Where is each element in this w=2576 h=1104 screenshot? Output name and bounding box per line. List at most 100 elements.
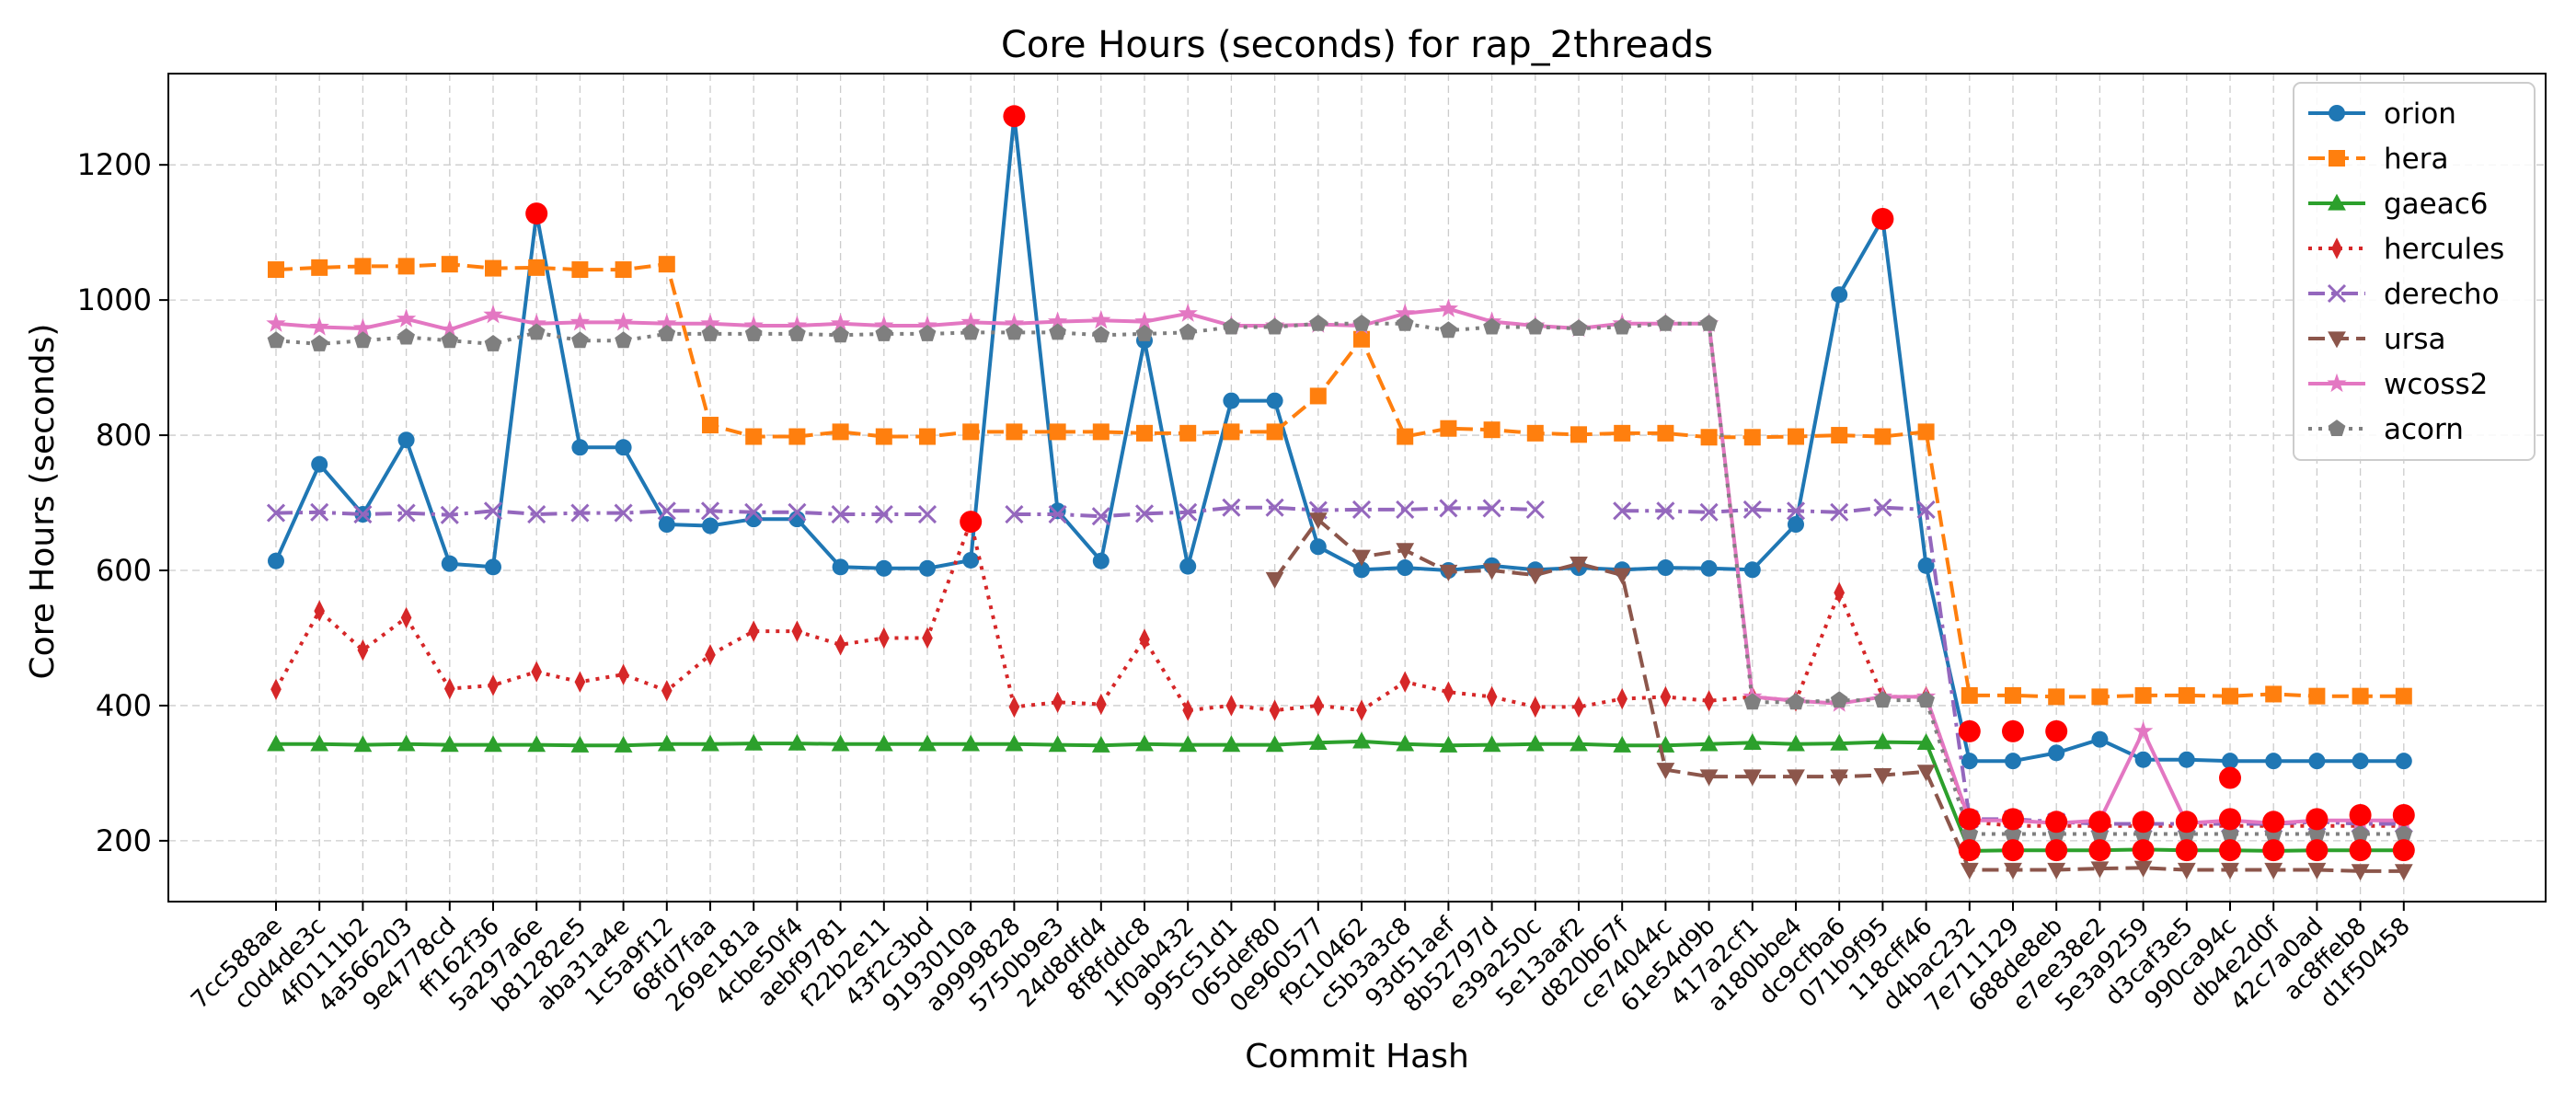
data-point-wcoss2 <box>266 313 286 332</box>
data-point-wcoss2 <box>396 308 417 328</box>
data-point-acorn <box>788 325 806 341</box>
data-point-ursa <box>1830 769 1849 787</box>
legend-label: wcoss2 <box>2384 368 2488 401</box>
data-point-acorn <box>1874 691 1892 708</box>
data-point-derecho <box>570 503 590 523</box>
data-point-orion <box>1397 559 1414 577</box>
legend-label: derecho <box>2384 278 2500 311</box>
data-point-wcoss2 <box>1134 311 1155 330</box>
data-point-orion <box>875 559 892 577</box>
data-point-ursa <box>1396 543 1415 560</box>
data-point-hera <box>745 428 763 445</box>
data-point-hera <box>2048 688 2065 706</box>
data-point-gaeac6 <box>1265 735 1284 753</box>
data-point-hera <box>615 261 632 279</box>
data-point-wcoss2 <box>743 315 764 335</box>
data-point-hercules <box>531 661 543 683</box>
data-point-orion <box>919 559 936 577</box>
legend-entry-orion: orion <box>2308 98 2456 131</box>
data-point-hercules <box>705 644 716 666</box>
data-point-hera <box>2222 687 2238 705</box>
data-point-derecho <box>1482 499 1501 518</box>
data-point-ursa <box>2394 864 2413 881</box>
data-point-acorn <box>1092 326 1110 343</box>
highlight-point <box>2132 811 2155 834</box>
data-point-hercules <box>1052 691 1064 713</box>
data-point-hercules <box>443 677 455 700</box>
data-point-gaeac6 <box>744 733 764 751</box>
legend-entry-gaeac6: gaeac6 <box>2308 188 2489 221</box>
data-point-acorn <box>310 335 328 351</box>
data-point-hera <box>1440 420 1457 437</box>
data-point-hera <box>788 428 806 445</box>
highlight-point <box>2392 839 2415 862</box>
data-point-gaeac6 <box>614 735 633 753</box>
data-point-hercules <box>1529 696 1541 719</box>
highlight-point <box>2306 839 2329 862</box>
data-point-ursa <box>1656 763 1675 780</box>
data-point-ursa <box>2090 861 2110 879</box>
data-point-orion <box>397 431 415 449</box>
data-point-orion <box>2091 730 2109 748</box>
data-point-ursa <box>2047 862 2066 880</box>
data-point-hera <box>1614 424 1631 442</box>
highlight-point <box>2045 839 2068 862</box>
data-point-derecho <box>744 502 764 522</box>
data-point-acorn <box>1049 323 1066 340</box>
data-point-derecho <box>1613 501 1632 521</box>
legend-marker <box>2328 193 2346 211</box>
data-point-acorn <box>918 325 937 341</box>
data-point-derecho <box>1525 500 1545 519</box>
chart-title: Core Hours (seconds) for rap_2threads <box>1001 24 1713 66</box>
highlight-point <box>2392 803 2415 826</box>
data-point-wcoss2 <box>440 319 460 339</box>
data-point-gaeac6 <box>1873 732 1892 750</box>
data-point-hera <box>1397 428 1414 445</box>
highlight-point <box>2132 839 2155 862</box>
data-point-ursa <box>2307 862 2327 880</box>
data-point-hercules <box>922 627 933 650</box>
data-point-wcoss2 <box>657 313 677 332</box>
data-point-hera <box>1961 686 1978 704</box>
data-point-derecho <box>1656 501 1675 521</box>
data-point-hercules <box>400 606 412 629</box>
data-point-hera <box>1831 427 1848 444</box>
highlight-point <box>2002 719 2024 742</box>
data-point-ursa <box>1352 549 1371 567</box>
data-point-hercules <box>748 620 760 642</box>
data-point-gaeac6 <box>874 734 893 752</box>
data-point-orion <box>1179 558 1197 575</box>
data-point-acorn <box>1266 317 1283 335</box>
data-point-gaeac6 <box>570 735 590 753</box>
data-point-hera <box>268 261 284 279</box>
highlight-point <box>2219 808 2241 831</box>
data-point-acorn <box>527 323 546 340</box>
legend-marker <box>2328 331 2346 349</box>
data-point-derecho <box>917 504 937 524</box>
data-point-wcoss2 <box>1178 303 1198 322</box>
data-point-derecho <box>1396 500 1415 519</box>
data-point-hera <box>485 259 501 277</box>
data-point-gaeac6 <box>1439 735 1458 753</box>
data-point-orion <box>2134 751 2152 768</box>
data-point-hercules <box>357 638 369 661</box>
data-point-derecho <box>527 504 546 524</box>
data-point-gaeac6 <box>1525 734 1545 752</box>
data-point-acorn <box>875 325 893 341</box>
data-point-hera <box>2134 686 2152 704</box>
data-point-acorn <box>1700 314 1718 331</box>
data-point-orion <box>615 439 632 456</box>
data-point-ursa <box>1570 557 1588 574</box>
series-ursa <box>1265 512 2413 881</box>
data-point-hercules <box>1660 685 1672 708</box>
data-point-wcoss2 <box>917 315 937 335</box>
data-point-acorn <box>267 331 285 349</box>
data-point-orion <box>1309 538 1327 556</box>
data-point-derecho <box>1222 498 1241 517</box>
data-point-hera <box>2178 686 2195 704</box>
data-point-hera <box>2395 687 2412 705</box>
data-point-gaeac6 <box>1613 735 1632 753</box>
data-point-hera <box>919 428 936 445</box>
